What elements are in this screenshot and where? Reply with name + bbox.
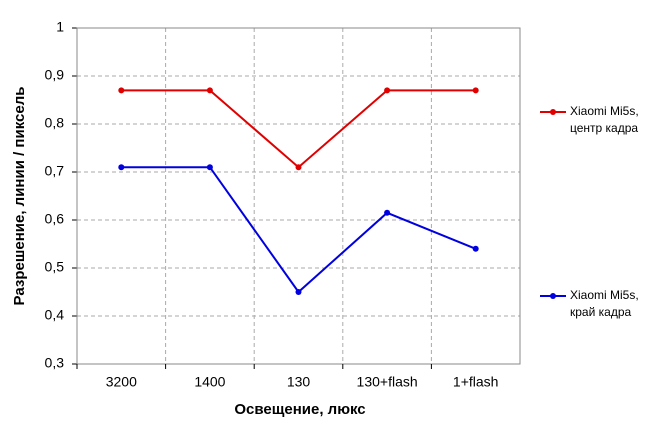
x-tick-label: 130 bbox=[287, 374, 311, 390]
y-tick-label: 0,7 bbox=[45, 163, 65, 179]
point bbox=[384, 209, 391, 216]
x-tick-label: 3200 bbox=[106, 374, 137, 390]
y-tick-label: 0,5 bbox=[45, 259, 65, 275]
y-tick-label: 0,6 bbox=[45, 211, 65, 227]
point bbox=[118, 87, 125, 94]
legend-label: Xiaomi Mi5s, край кадра bbox=[570, 288, 639, 319]
y-tick-label: 0,9 bbox=[45, 67, 65, 83]
plot-frame bbox=[76, 27, 521, 365]
legend-marker bbox=[550, 293, 556, 299]
point bbox=[472, 87, 479, 94]
series-line bbox=[121, 89, 476, 169]
point bbox=[206, 87, 213, 94]
series-line bbox=[121, 166, 477, 294]
point bbox=[384, 87, 391, 94]
y-tick-label: 0,8 bbox=[45, 115, 65, 131]
point bbox=[472, 245, 479, 252]
point bbox=[295, 164, 302, 171]
legend-label: Xiaomi Mi5s, центр кадра bbox=[570, 104, 639, 135]
y-tick-label: 1 bbox=[56, 19, 64, 35]
y-tick-label: 0,4 bbox=[45, 307, 65, 323]
x-tick-label: 1400 bbox=[194, 374, 225, 390]
y-axis-title: Разрешение, линии / пиксель bbox=[11, 87, 28, 306]
y-tick-label: 0,3 bbox=[45, 355, 65, 371]
legend-marker bbox=[550, 109, 556, 115]
point bbox=[295, 289, 302, 295]
x-tick-label: 130+flash bbox=[357, 374, 418, 390]
x-tick-label: 1+flash bbox=[453, 374, 499, 390]
x-axis-title: Освещение, люкс bbox=[234, 401, 365, 418]
point bbox=[206, 164, 213, 171]
point bbox=[118, 164, 125, 171]
